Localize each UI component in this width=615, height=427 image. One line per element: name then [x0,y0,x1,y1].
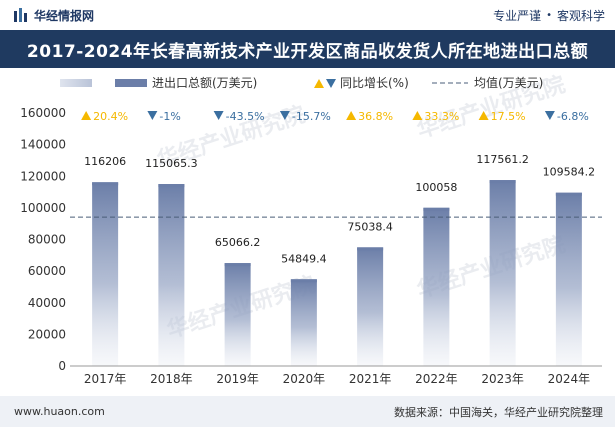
growth-up-arrow-icon [81,111,92,120]
footer: www.huaon.com 数据来源：中国海关，华经产业研究院整理 [0,396,615,427]
y-tick-label: 140000 [20,138,66,152]
bar [489,180,516,366]
growth-labels: 20.4% -1% -43.5% -15.7% 36.8% 33.3% 17.5% -6.8% [81,110,589,123]
legend-swatch-bar [115,79,147,87]
x-tick-label: 2021年 [349,372,392,386]
x-tick-label: 2017年 [84,372,127,386]
brand: 华经情报网 [14,7,94,24]
growth-label: -15.7% [292,110,331,123]
chart: 华经产业研究院 华经产业研究院 华经产业研究院 华经产业研究院 进出口总额(万美… [20,71,602,386]
x-tick-label: 2024年 [548,372,591,386]
growth-label: 17.5% [491,110,526,123]
x-axis: 2017年 2018年 2019年 2020年 2021年 2022年 2023年 2024年 [70,365,602,386]
growth-down-arrow-icon [279,111,290,120]
bar-top-cap [555,192,582,196]
top-bar: 华经情报网 专业严谨 • 客观科学 [0,0,615,30]
y-tick-label: 120000 [20,169,66,183]
bar-value-label: 75038.4 [347,220,393,233]
bar-value-label: 65066.2 [215,236,261,249]
bars: 116206 115065.3 65066.2 54849.4 75038.4 10005… [84,153,595,366]
legend-growth-label: 同比增长(%) [340,76,409,90]
growth-label: 36.8% [358,110,393,123]
growth-label: -1% [159,110,180,123]
bar [92,182,119,366]
bar-top-cap [158,184,185,188]
bar [158,184,185,366]
x-tick-label: 2019年 [216,372,259,386]
brand-name: 华经情报网 [34,8,95,23]
growth-label: 33.3% [424,110,459,123]
legend-swatch-gradient [60,79,92,87]
brand-logo-icon [14,8,27,22]
bar-value-label: 115065.3 [145,157,198,170]
legend-up-arrow-icon [314,79,324,88]
chart-title: 2017-2024年长春高新技术产业开发区商品收发货人所在地进出口总额 [26,41,589,62]
growth-label: -6.8% [557,110,589,123]
bar [224,263,251,366]
growth-up-arrow-icon [412,111,423,120]
legend-down-arrow-icon [326,79,336,88]
slogan-tag-2: 客观科学 [556,8,605,23]
x-tick-label: 2023年 [481,372,524,386]
x-tick-label: 2022年 [415,372,458,386]
bar [290,279,317,366]
x-tick-label: 2020年 [283,372,326,386]
growth-label: -43.5% [226,110,265,123]
y-axis: 0 20000 40000 60000 80000 100000 120000 140000 1… [20,106,66,373]
y-tick-label: 100000 [20,201,66,215]
x-tick-label: 2018年 [150,372,193,386]
bar-top-cap [423,207,450,211]
footer-website: www.huaon.com [14,405,105,418]
growth-down-arrow-icon [544,111,555,120]
title-bar: 2017-2024年长春高新技术产业开发区商品收发货人所在地进出口总额 [0,30,615,68]
legend-average-label: 均值(万美元) [474,75,543,90]
bar-value-label: 116206 [84,155,126,168]
y-tick-label: 0 [58,359,66,373]
growth-label: 20.4% [93,110,128,123]
y-tick-label: 40000 [28,296,66,310]
bar [423,207,450,366]
bar-value-label: 109584.2 [543,166,596,179]
slogan: 专业严谨 • 客观科学 [493,7,605,24]
bar-value-label: 117561.2 [476,153,529,166]
bar [555,192,582,366]
y-tick-label: 20000 [28,327,66,341]
growth-down-arrow-icon [147,111,158,120]
slogan-tag-1: 专业严谨 [493,8,542,23]
y-tick-label: 80000 [28,233,66,247]
slogan-separator: • [546,9,552,21]
bar-top-cap [489,180,516,184]
bar-value-label: 100058 [415,181,457,194]
y-tick-label: 160000 [20,106,66,120]
bar-top-cap [290,279,317,283]
bar-top-cap [224,263,251,267]
growth-up-arrow-icon [346,111,357,120]
growth-up-arrow-icon [478,111,489,120]
footer-source: 数据来源：中国海关，华经产业研究院整理 [394,405,603,419]
legend: 进出口总额(万美元) 同比增长(%) 均值(万美元) [60,75,543,90]
bar [357,247,384,366]
legend-bar-label: 进出口总额(万美元) [152,76,257,90]
growth-down-arrow-icon [213,111,224,120]
bar-top-cap [92,182,119,186]
y-tick-label: 60000 [28,264,66,278]
bar-value-label: 54849.4 [281,252,327,265]
bar-top-cap [357,247,384,251]
